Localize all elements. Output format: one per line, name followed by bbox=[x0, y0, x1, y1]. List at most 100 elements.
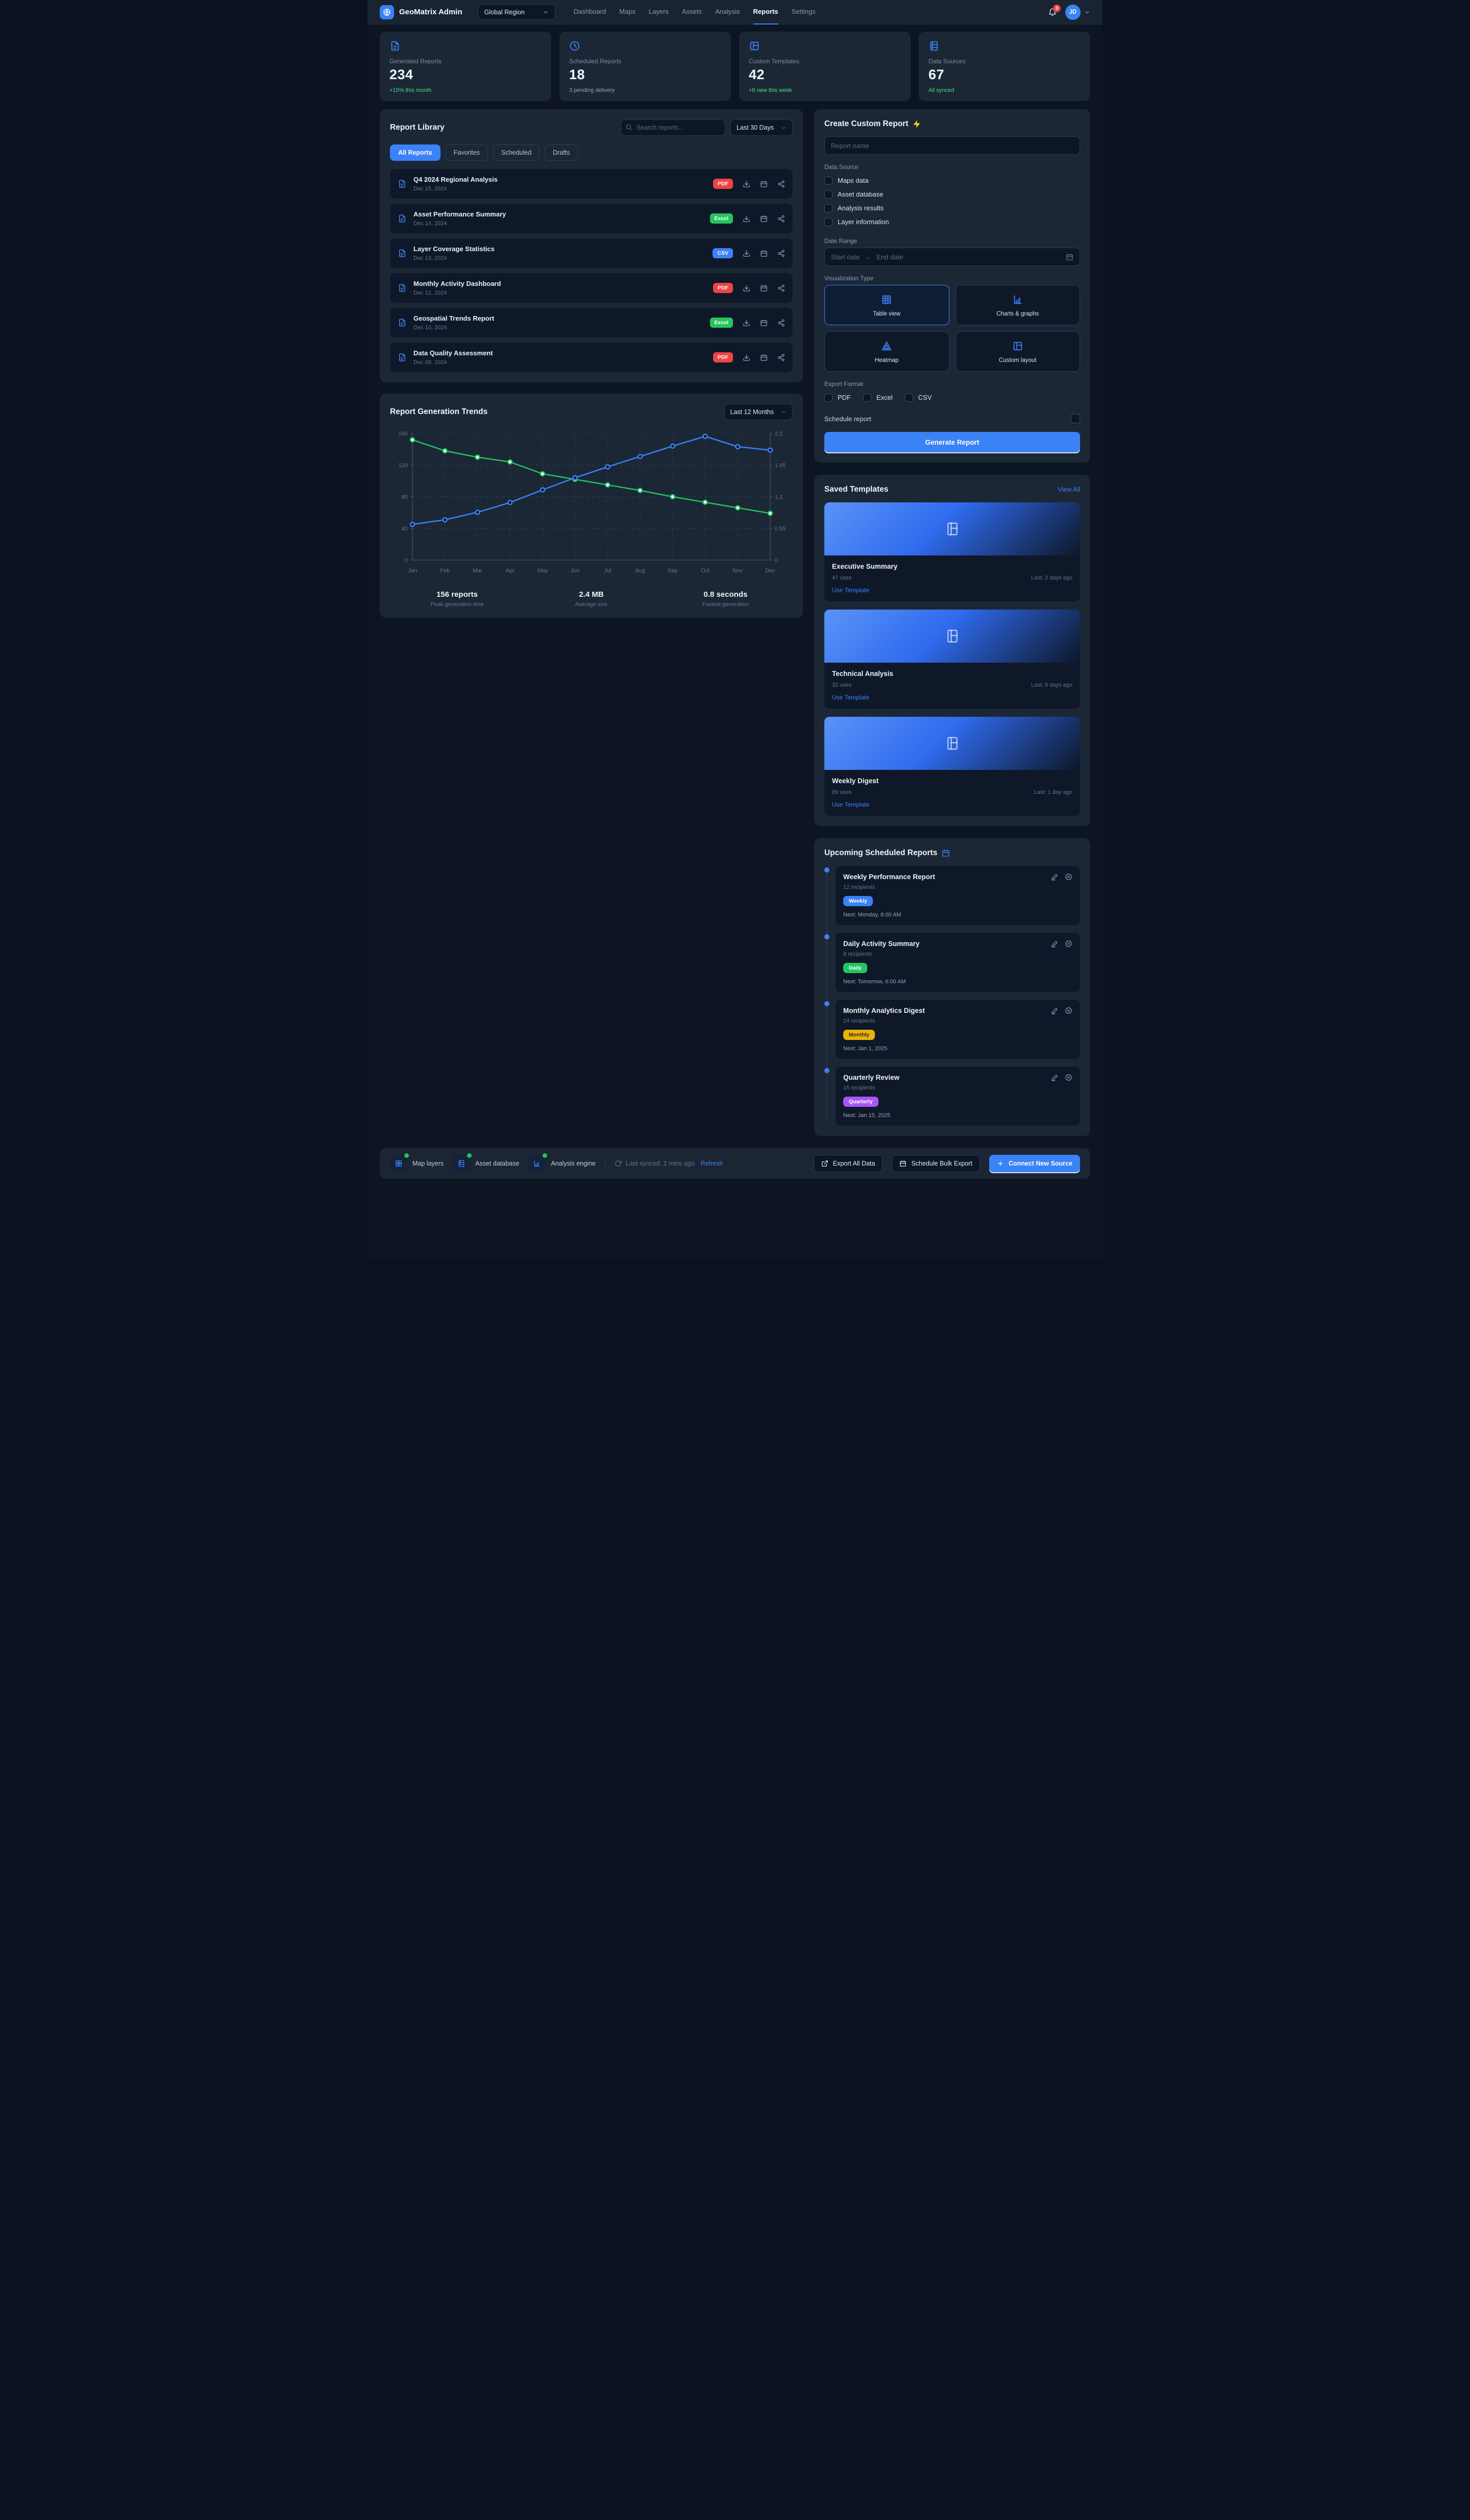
download-button[interactable] bbox=[743, 354, 750, 361]
scheduled-report-card[interactable]: Weekly Performance Report 12 recipients We… bbox=[824, 866, 1080, 925]
edit-button[interactable] bbox=[1051, 873, 1058, 881]
template-card[interactable]: Weekly Digest 89 uses Last: 1 day ago Use T… bbox=[824, 717, 1080, 816]
date-range-field[interactable]: Start date → End date bbox=[824, 248, 1080, 266]
checkbox-asset-database[interactable]: Asset database bbox=[824, 187, 1080, 201]
share-button[interactable] bbox=[777, 284, 785, 292]
schedule-bulk-export-button[interactable]: Schedule Bulk Export bbox=[892, 1155, 980, 1172]
user-menu[interactable]: JD bbox=[1065, 4, 1090, 20]
pause-button[interactable] bbox=[1065, 873, 1072, 881]
nav-item-maps[interactable]: Maps bbox=[619, 8, 636, 15]
stat-value: 67 bbox=[928, 67, 945, 82]
checkbox-excel[interactable]: Excel bbox=[863, 391, 893, 404]
share-button[interactable] bbox=[777, 354, 785, 361]
edit-button[interactable] bbox=[1051, 1007, 1058, 1014]
scheduled-report-card[interactable]: Daily Activity Summary 8 recipients Daily N… bbox=[824, 933, 1080, 992]
library-tabs: All Reports Favorites Scheduled Drafts bbox=[390, 144, 793, 161]
schedule-button[interactable] bbox=[760, 354, 768, 361]
tab-all-reports[interactable]: All Reports bbox=[390, 144, 440, 161]
schedule-report-checkbox[interactable] bbox=[1071, 414, 1080, 423]
trends-range-value: Last 12 Months bbox=[730, 408, 774, 416]
scheduled-report-card[interactable]: Monthly Analytics Digest 24 recipients Mon… bbox=[824, 1000, 1080, 1059]
viz-option-table-view[interactable]: Table view bbox=[824, 285, 949, 325]
notifications-button[interactable]: 3 bbox=[1048, 4, 1061, 17]
export-all-data-button[interactable]: Export All Data bbox=[813, 1155, 883, 1172]
report-row[interactable]: Monthly Activity Dashboard Dec 12, 2024 PD… bbox=[390, 273, 793, 303]
share-button[interactable] bbox=[777, 180, 785, 188]
pause-button[interactable] bbox=[1065, 1007, 1072, 1014]
schedule-button[interactable] bbox=[760, 215, 768, 223]
share-button[interactable] bbox=[777, 319, 785, 327]
report-row[interactable]: Data Quality Assessment Dec 08, 2024 PDF bbox=[390, 343, 793, 372]
edit-button[interactable] bbox=[1051, 1074, 1058, 1081]
server-icon bbox=[458, 1160, 464, 1167]
region-select[interactable]: Global Region bbox=[477, 4, 555, 20]
schedule-button[interactable] bbox=[760, 319, 768, 327]
edit-button[interactable] bbox=[1051, 940, 1058, 948]
schedule-button[interactable] bbox=[760, 180, 768, 188]
checkbox-analysis-results[interactable]: Analysis results bbox=[824, 201, 1080, 215]
report-row[interactable]: Layer Coverage Statistics Dec 13, 2024 CSV bbox=[390, 238, 793, 268]
report-title: Monthly Activity Dashboard bbox=[413, 280, 501, 287]
report-library-panel: Report Library Last 30 Days All Reports … bbox=[380, 109, 803, 382]
library-range-select[interactable]: Last 30 Days bbox=[730, 119, 793, 136]
report-row[interactable]: Q4 2024 Regional Analysis Dec 15, 2024 PDF bbox=[390, 169, 793, 199]
download-button[interactable] bbox=[743, 250, 750, 257]
download-button[interactable] bbox=[743, 319, 750, 327]
viz-option-charts-graphs[interactable]: Charts & graphs bbox=[955, 285, 1080, 325]
refresh-link[interactable]: Refresh bbox=[700, 1160, 723, 1167]
nav-item-analysis[interactable]: Analysis bbox=[715, 8, 740, 15]
trends-range-select[interactable]: Last 12 Months bbox=[724, 404, 793, 420]
scheduled-report-card[interactable]: Quarterly Review 15 recipients Quarterly Ne… bbox=[824, 1067, 1080, 1126]
generate-report-button[interactable]: Generate Report bbox=[824, 432, 1080, 452]
recipients-count: 24 recipients bbox=[843, 1018, 875, 1024]
date-range-label: Date Range bbox=[824, 237, 857, 245]
download-button[interactable] bbox=[743, 215, 750, 223]
use-template-link[interactable]: Use Template bbox=[832, 587, 870, 594]
viz-option-custom-layout[interactable]: Custom layout bbox=[955, 331, 1080, 372]
nav-item-assets[interactable]: Assets bbox=[682, 8, 702, 15]
checkbox-csv[interactable]: CSV bbox=[904, 391, 932, 404]
notification-badge: 3 bbox=[1053, 4, 1061, 12]
stat-label: Data Sources bbox=[928, 58, 966, 65]
template-icon bbox=[750, 41, 759, 51]
status-map-layers: Map layers bbox=[390, 1153, 444, 1172]
nav-item-layers[interactable]: Layers bbox=[649, 8, 669, 15]
checkbox-layer-information[interactable]: Layer information bbox=[824, 215, 1080, 229]
checkbox-pdf[interactable]: PDF bbox=[824, 391, 851, 404]
tab-drafts[interactable]: Drafts bbox=[545, 144, 578, 161]
report-row[interactable]: Geospatial Trends Report Dec 10, 2024 Exce… bbox=[390, 308, 793, 337]
saved-templates-title: Saved Templates bbox=[824, 485, 889, 494]
schedule-button[interactable] bbox=[760, 250, 768, 257]
share-button[interactable] bbox=[777, 215, 785, 223]
use-template-link[interactable]: Use Template bbox=[832, 694, 870, 701]
schedule-button[interactable] bbox=[760, 284, 768, 292]
viz-type-label: Visualization Type bbox=[824, 275, 874, 282]
app-title: GeoMatrix Admin bbox=[399, 8, 462, 16]
share-button[interactable] bbox=[777, 250, 785, 257]
template-card[interactable]: Technical Analysis 32 uses Last: 5 days ag… bbox=[824, 610, 1080, 709]
report-row[interactable]: Asset Performance Summary Dec 14, 2024 Exc… bbox=[390, 204, 793, 233]
search-input[interactable] bbox=[621, 119, 726, 136]
svg-text:1.1: 1.1 bbox=[775, 494, 782, 500]
nav-item-dashboard[interactable]: Dashboard bbox=[573, 8, 606, 15]
calendar-icon bbox=[761, 250, 767, 257]
tab-favorites[interactable]: Favorites bbox=[445, 144, 488, 161]
view-all-link[interactable]: View All bbox=[1058, 486, 1080, 493]
recipients-count: 12 recipients bbox=[843, 884, 875, 890]
template-uses: 47 uses bbox=[832, 575, 852, 581]
status-tile bbox=[390, 1153, 409, 1172]
viz-option-heatmap[interactable]: Heatmap bbox=[824, 331, 949, 372]
report-title: Geospatial Trends Report bbox=[413, 314, 495, 322]
download-button[interactable] bbox=[743, 284, 750, 292]
tab-scheduled[interactable]: Scheduled bbox=[493, 144, 540, 161]
nav-item-settings[interactable]: Settings bbox=[791, 8, 816, 15]
download-button[interactable] bbox=[743, 180, 750, 188]
pause-button[interactable] bbox=[1065, 1074, 1072, 1081]
use-template-link[interactable]: Use Template bbox=[832, 801, 870, 808]
pause-button[interactable] bbox=[1065, 940, 1072, 948]
connect-new-source-button[interactable]: Connect New Source bbox=[989, 1155, 1080, 1172]
nav-item-reports[interactable]: Reports bbox=[753, 0, 778, 25]
template-card[interactable]: Executive Summary 47 uses Last: 2 days ago… bbox=[824, 502, 1080, 601]
report-name-input[interactable] bbox=[824, 136, 1080, 155]
checkbox-maps-data[interactable]: Maps data bbox=[824, 174, 1080, 187]
